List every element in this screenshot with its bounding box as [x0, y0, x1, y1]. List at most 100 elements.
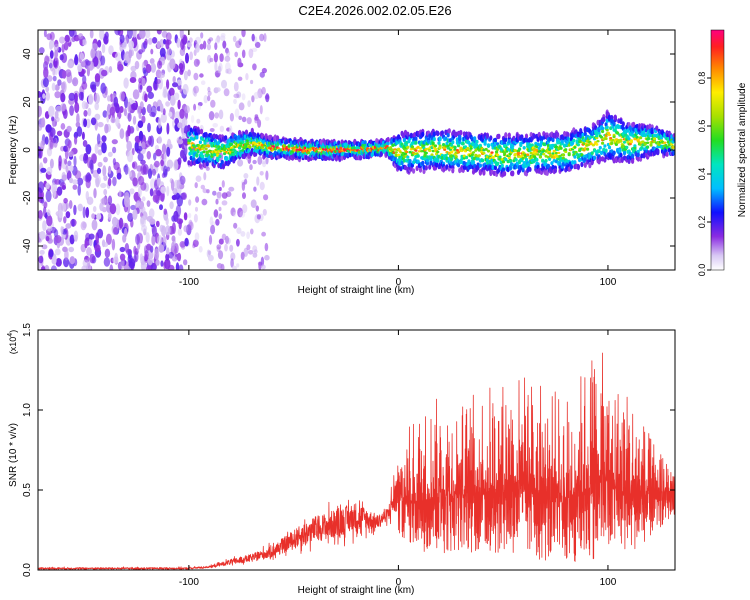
- spectrogram-band-cell: [402, 137, 406, 143]
- spectrogram-noise-cell: [139, 253, 143, 262]
- spectrogram-noise-cell: [145, 63, 152, 74]
- spectrogram-band-cell: [421, 131, 425, 137]
- spectrogram-noise-cell: [41, 117, 46, 128]
- spectrogram-noise-cell: [150, 62, 157, 73]
- spectrogram-noise-cell: [257, 155, 263, 165]
- spectrogram-band-cell: [436, 131, 440, 137]
- spectrogram-band-cell: [612, 135, 616, 139]
- spectrogram-noise-cell: [185, 52, 189, 64]
- spectrogram-noise-cell: [193, 85, 200, 94]
- spectrogram-band-cell: [456, 150, 461, 154]
- spectrogram-noise-cell: [177, 228, 183, 236]
- spectrogram-noise-cell: [163, 208, 168, 215]
- spectrogram-noise-cell: [257, 119, 262, 128]
- colorbar-tick-label: 0.2: [697, 216, 707, 229]
- spectrogram-band-cell: [580, 161, 584, 168]
- spectrogram-noise-cell: [209, 128, 215, 132]
- spectrogram-band-cell: [365, 147, 370, 151]
- spectrogram-noise-cell: [260, 256, 265, 267]
- spectrogram-noise-cell: [138, 81, 143, 93]
- spectrogram-band-cell: [516, 151, 521, 155]
- spectrogram-noise-cell: [110, 117, 116, 124]
- spectrogram-noise-cell: [137, 145, 143, 152]
- spectrogram-noise-cell: [193, 58, 200, 67]
- spectrogram-noise-cell: [195, 206, 198, 212]
- spectrogram-noise-cell: [160, 186, 167, 194]
- spectrogram-band-cell: [405, 150, 409, 154]
- spectrogram-band-cell: [539, 152, 544, 156]
- spectrogram-noise-cell: [149, 188, 154, 197]
- spectrogram-band-cell: [473, 136, 477, 141]
- spectrogram-band-cell: [564, 148, 568, 152]
- spectrogram-noise-cell: [132, 30, 137, 38]
- spectrogram-noise-cell: [88, 93, 94, 105]
- spectrogram-noise-cell: [261, 160, 267, 165]
- spectrogram-noise-cell: [160, 260, 164, 267]
- spectrogram-noise-cell: [104, 248, 111, 258]
- spectrogram-band-cell: [595, 143, 599, 146]
- spectrogram-band-cell: [596, 140, 600, 143]
- spectrogram-noise-cell: [52, 75, 57, 82]
- spectrogram-noise-cell: [54, 91, 61, 99]
- spectrogram-noise-cell: [235, 40, 242, 49]
- spectrogram-noise-cell: [221, 200, 228, 206]
- spectrogram-band-cell: [462, 154, 466, 158]
- spectrogram-noise-cell: [55, 258, 62, 267]
- spectrogram-noise-cell: [132, 115, 137, 125]
- spectrogram-noise-cell: [215, 87, 221, 93]
- spectrogram-noise-cell: [41, 244, 48, 250]
- spectrogram-band-cell: [413, 158, 417, 162]
- spectrogram-noise-cell: [241, 49, 246, 59]
- spectrogram-band-cell: [386, 141, 390, 146]
- spectrogram-band-cell: [218, 154, 222, 159]
- spectrogram-band-cell: [496, 153, 500, 157]
- spectrogram-noise-cell: [170, 179, 175, 191]
- spectrogram-noise-cell: [54, 84, 60, 91]
- spectrogram-band-cell: [416, 145, 420, 149]
- spectrogram-noise-cell: [154, 248, 160, 260]
- spectrogram-noise-cell: [73, 55, 79, 66]
- spectrogram-band-cell: [545, 170, 549, 176]
- spectrogram-band-cell: [406, 145, 410, 149]
- spectrogram-noise-cell: [264, 254, 270, 261]
- spectrogram-noise-cell: [221, 192, 228, 199]
- spectrogram-noise-cell: [100, 182, 107, 189]
- spectrogram-noise-cell: [165, 32, 172, 41]
- spectrogram-band-cell: [394, 151, 398, 154]
- spectrogram-noise-cell: [166, 247, 170, 255]
- spectrogram-band-cell: [493, 165, 497, 171]
- spectrogram-band-cell: [201, 137, 205, 141]
- spectrogram-noise-cell: [66, 125, 72, 133]
- chart-title: C2E4.2026.002.02.05.E26: [298, 3, 451, 18]
- spectrogram-noise-cell: [172, 187, 178, 195]
- spectrogram-band-cell: [402, 158, 406, 163]
- spectrogram-band-cell: [542, 152, 546, 156]
- spectrogram-noise-cell: [193, 72, 199, 81]
- spectrogram-noise-cell: [233, 93, 240, 99]
- spectrogram-noise-cell: [40, 140, 45, 151]
- spectrogram-noise-cell: [138, 130, 144, 141]
- spectrogram-noise-cell: [135, 233, 140, 245]
- spectrogram-noise-cell: [109, 203, 117, 215]
- snr-axes: -100 0 100 0.0 0.5 1.0 1.5: [22, 323, 675, 588]
- spectrogram-noise-cell: [146, 200, 151, 208]
- spectrogram-noise-cell: [215, 218, 220, 226]
- spectrogram-noise-cell: [234, 51, 238, 58]
- spectrogram-noise-cell: [212, 190, 217, 196]
- spectrogram-band-cell: [605, 128, 609, 132]
- spectrogram-noise-cell: [165, 225, 171, 236]
- spectrogram-band-cell: [522, 146, 526, 150]
- spectrogram-band-cell: [601, 126, 605, 131]
- spectrogram-noise-cell: [258, 261, 262, 270]
- colorbar-axis: 0.0 0.2 0.4 0.6 0.8: [697, 72, 711, 276]
- spectrogram-noise-cell: [69, 150, 74, 157]
- spectrogram-noise-cell: [214, 37, 221, 44]
- spectrogram-noise-cell: [199, 43, 204, 50]
- spectrogram-noise-cell: [140, 182, 147, 191]
- spectrogram-band-cell: [498, 155, 502, 159]
- spectrogram-noise-cell: [243, 247, 249, 257]
- spectrogram-band-cell: [561, 153, 566, 157]
- spectrogram-noise-cell: [166, 79, 170, 90]
- spectrogram-noise-cell: [264, 116, 270, 121]
- spectrogram-noise-cell: [254, 41, 261, 49]
